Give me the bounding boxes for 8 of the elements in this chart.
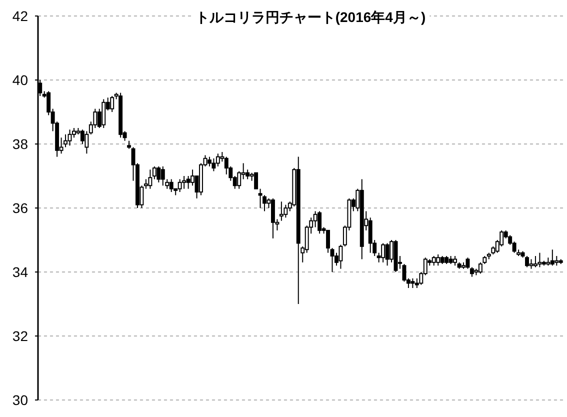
y-tick-label: 40 xyxy=(12,72,28,88)
y-tick-label: 32 xyxy=(12,328,28,344)
chart-title: トルコリラ円チャート(2016年4月～) xyxy=(195,9,426,25)
y-tick-label: 38 xyxy=(12,136,28,152)
y-tick-label: 34 xyxy=(12,264,28,280)
y-tick-label: 42 xyxy=(12,8,28,24)
y-tick-label: 30 xyxy=(12,392,28,408)
y-tick-label: 36 xyxy=(12,200,28,216)
